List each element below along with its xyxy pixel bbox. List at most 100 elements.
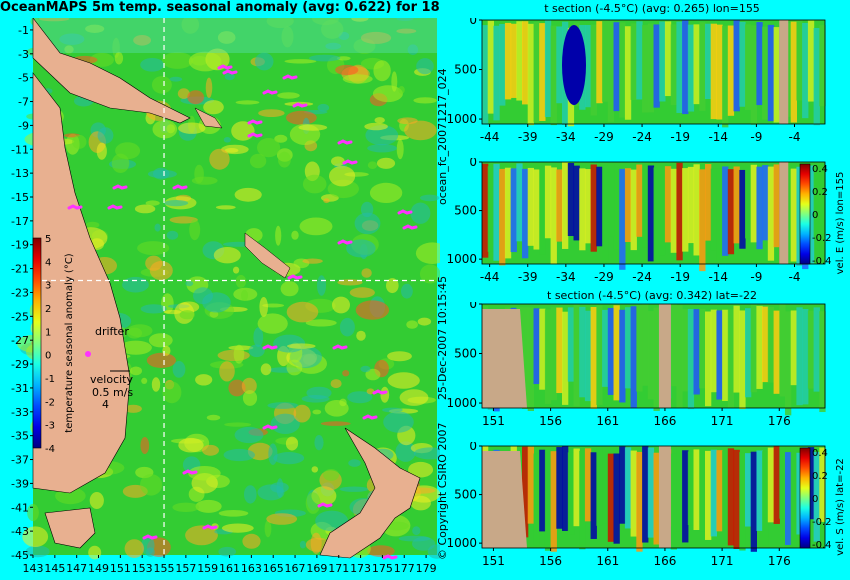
section-streak (670, 168, 677, 253)
anomaly-patch (291, 230, 299, 240)
anomaly-patch (162, 52, 193, 69)
section-streak (499, 168, 506, 266)
section-colorbar-tick: -0.2 (812, 233, 832, 244)
anomaly-patch (387, 351, 412, 362)
section-streak (687, 166, 695, 244)
section-4-panel: 0 500 1000 151 156 161 166 171 176 0.4 0.2 0 -0.2 -0.… (446, 442, 846, 568)
map-y-tick-label: -17 (11, 215, 29, 228)
section-streak (745, 453, 752, 527)
map-x-tick-label: 157 (175, 562, 196, 575)
section-streak (527, 307, 534, 411)
drifter-track (287, 274, 303, 280)
section-streak (699, 169, 706, 272)
anomaly-patch (413, 97, 438, 104)
anomaly-patch (223, 137, 231, 143)
map-y-tick-label: -35 (11, 430, 29, 443)
section-y-tick-label: 500 (454, 204, 477, 218)
anomaly-patch (187, 90, 205, 105)
map-y-tick-label: -9 (18, 119, 29, 132)
section-colorbar-tick: -0.4 (812, 256, 832, 267)
section-streak (687, 24, 695, 112)
section-streak (487, 20, 494, 114)
section-streak (767, 166, 775, 261)
map-y-tick-label: -19 (11, 239, 29, 252)
anomaly-patch (218, 546, 236, 557)
section-streak (544, 449, 552, 551)
new-caledonia (244, 232, 291, 279)
section-streak (750, 451, 757, 552)
section-streak (556, 447, 563, 529)
map-x-tick-label: 173 (350, 562, 371, 575)
section-x-tick-label: -44 (480, 270, 500, 284)
section-x-tick-label: 176 (768, 414, 791, 428)
drifter-track (317, 502, 333, 508)
section-streak (722, 166, 729, 256)
anomaly-patch (387, 372, 420, 389)
map-colorbar-tick: -3 (45, 421, 55, 432)
section-cold-core (562, 25, 586, 105)
section-streak (767, 447, 775, 523)
map-x-tick-label: 151 (110, 562, 131, 575)
section-streak (819, 311, 826, 413)
section-streak (567, 307, 575, 382)
anomaly-patch (209, 148, 230, 170)
section-streak (802, 22, 809, 119)
anomaly-patch (172, 502, 200, 512)
section-streak (533, 308, 540, 385)
section-y-tick-label: 1000 (446, 112, 477, 126)
anomaly-patch (396, 18, 414, 21)
section-streak (579, 168, 586, 251)
section-streak (733, 449, 740, 549)
anomaly-patch (312, 409, 322, 415)
map-panel: -1-3-5-7-9-11-13-15-17-19-21-23-25-27-29… (11, 18, 440, 575)
anomaly-patch (248, 344, 265, 358)
section-streak (716, 168, 723, 262)
map-y-tick-label: -21 (11, 263, 29, 276)
section-streak (693, 309, 700, 395)
section-streak (527, 446, 534, 524)
anomaly-patch (242, 533, 261, 549)
section-colorbar-tick: 0 (812, 210, 818, 221)
section-streak (642, 304, 649, 386)
anomaly-patch (367, 545, 395, 557)
section-streak (544, 165, 552, 239)
section-streak (602, 165, 609, 263)
anomaly-patch (96, 142, 107, 160)
section-streak (590, 306, 597, 409)
section-streak (630, 450, 637, 537)
section-streak (624, 26, 632, 120)
anomaly-patch (141, 535, 155, 556)
section-colorbar-tick: 0.2 (812, 187, 828, 198)
section-x-tick-label: -19 (670, 270, 690, 284)
section-streak (676, 162, 683, 261)
anomaly-patch (266, 513, 298, 525)
drifter-track (142, 534, 158, 540)
section-streak (722, 25, 729, 128)
anomaly-patch (253, 327, 264, 348)
section-streak (647, 165, 655, 262)
section-streak (762, 165, 769, 241)
section-streak (716, 24, 723, 120)
anomaly-patch (119, 340, 152, 355)
section-land-strip (779, 20, 789, 124)
section-colorbar-tick: 0.4 (812, 164, 828, 175)
anomaly-patch (342, 370, 350, 377)
section-x-tick-label: -39 (518, 130, 538, 144)
section-streak (687, 308, 695, 410)
section-streak (716, 310, 723, 400)
drifter-track (337, 239, 353, 245)
section-streak (562, 311, 569, 405)
anomaly-patch (88, 545, 102, 560)
anomaly-patch (140, 304, 167, 314)
anomaly-patch (342, 74, 373, 84)
section-y-tick-label: 500 (454, 488, 477, 502)
section-streak (687, 451, 695, 526)
section-streak (510, 168, 517, 253)
anomaly-patch (407, 44, 419, 55)
anomaly-patch (213, 247, 241, 264)
anomaly-patch (299, 540, 306, 549)
section-colorbar-tick: 0 (812, 494, 818, 505)
map-x-tick-label: 163 (241, 562, 262, 575)
anomaly-patch (224, 422, 252, 427)
anomaly-patch (347, 391, 373, 404)
